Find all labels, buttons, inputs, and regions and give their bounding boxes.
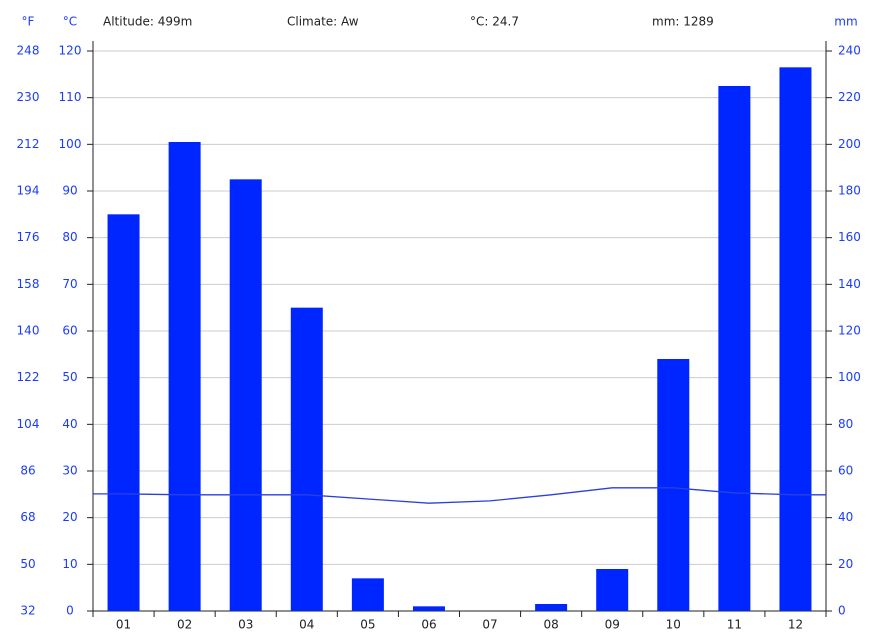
bar xyxy=(718,86,751,611)
total-precip: mm: 1289 xyxy=(652,15,714,29)
climate: Climate: Aw xyxy=(287,15,359,29)
y2-tick-label: 60 xyxy=(838,464,853,478)
f-tick-label: 122 xyxy=(17,370,40,384)
y-tick-label: 60 xyxy=(62,324,77,338)
y2-tick-label: 100 xyxy=(838,370,861,384)
y-tick-label: 120 xyxy=(59,44,82,58)
y2-tick-label: 200 xyxy=(838,137,861,151)
f-tick-label: 68 xyxy=(20,510,35,524)
bar xyxy=(229,179,262,612)
y-tick-label: 70 xyxy=(62,277,77,291)
bar xyxy=(168,142,201,611)
bar xyxy=(290,307,323,611)
altitude: Altitude: 499m xyxy=(103,15,192,29)
y-tick-label: 90 xyxy=(62,184,77,198)
bar xyxy=(657,359,690,611)
x-tick-label: 05 xyxy=(360,618,375,632)
x-tick-label: 11 xyxy=(727,618,742,632)
y-tick-label: 10 xyxy=(62,557,77,571)
y-tick-label: 110 xyxy=(59,90,82,104)
bar xyxy=(351,578,384,611)
temperature-line xyxy=(93,487,826,504)
y-tick-label: 30 xyxy=(62,464,77,478)
f-tick-label: 248 xyxy=(17,44,40,58)
y2-tick-label: 0 xyxy=(838,604,846,618)
f-tick-label: 32 xyxy=(20,604,35,618)
x-tick-label: 08 xyxy=(543,618,558,632)
y2-tick-label: 140 xyxy=(838,277,861,291)
f-tick-label: 194 xyxy=(17,184,40,198)
y-tick-label: 40 xyxy=(62,417,77,431)
x-tick-label: 10 xyxy=(666,618,681,632)
f-tick-label: 230 xyxy=(17,90,40,104)
x-tick-label: 12 xyxy=(788,618,803,632)
y2-tick-label: 20 xyxy=(838,557,853,571)
y2-tick-label: 120 xyxy=(838,324,861,338)
f-tick-label: 212 xyxy=(17,137,40,151)
x-tick-label: 01 xyxy=(116,618,131,632)
fahrenheit-unit: °F xyxy=(22,15,35,29)
bar xyxy=(596,569,629,611)
y2-tick-label: 80 xyxy=(838,417,853,431)
f-tick-label: 140 xyxy=(17,324,40,338)
celsius-unit: °C xyxy=(63,15,77,29)
mm-unit: mm xyxy=(834,15,857,29)
y-tick-label: 0 xyxy=(66,604,74,618)
x-tick-label: 02 xyxy=(177,618,192,632)
y-tick-label: 20 xyxy=(62,510,77,524)
y2-tick-label: 160 xyxy=(838,230,861,244)
bar xyxy=(412,606,445,611)
mean-temp: °C: 24.7 xyxy=(470,15,519,29)
f-tick-label: 104 xyxy=(17,417,40,431)
y2-tick-label: 180 xyxy=(838,184,861,198)
f-tick-label: 50 xyxy=(20,557,35,571)
y2-tick-label: 220 xyxy=(838,90,861,104)
x-tick-label: 09 xyxy=(605,618,620,632)
x-tick-label: 07 xyxy=(482,618,497,632)
bar xyxy=(779,67,812,612)
y-tick-label: 50 xyxy=(62,370,77,384)
y2-tick-label: 240 xyxy=(838,44,861,58)
bar xyxy=(107,214,140,612)
x-tick-label: 03 xyxy=(238,618,253,632)
y-tick-label: 80 xyxy=(62,230,77,244)
x-tick-label: 04 xyxy=(299,618,314,632)
x-tick-label: 06 xyxy=(421,618,436,632)
y2-tick-label: 40 xyxy=(838,510,853,524)
f-tick-label: 86 xyxy=(20,464,35,478)
bar xyxy=(535,604,568,611)
y-tick-label: 100 xyxy=(59,137,82,151)
f-tick-label: 158 xyxy=(17,277,40,291)
f-tick-label: 176 xyxy=(17,230,40,244)
